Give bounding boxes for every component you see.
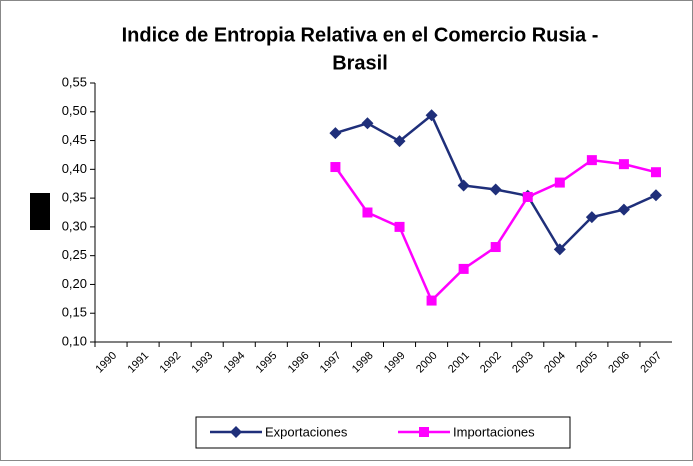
y-tick-label: 0,50 [62, 103, 87, 118]
chart-title: Brasil [332, 52, 388, 74]
diamond-marker [361, 117, 374, 130]
square-marker [458, 263, 469, 274]
square-marker [650, 167, 661, 178]
diamond-marker [393, 135, 406, 148]
square-marker [426, 295, 437, 306]
legend-marker [230, 426, 242, 438]
diamond-marker [553, 243, 566, 256]
diamond-marker [329, 127, 342, 140]
diamond-marker [617, 203, 630, 216]
y-tick-label: 0,30 [62, 218, 87, 233]
redacted-axis-label [30, 193, 50, 230]
y-tick-label: 0,25 [62, 247, 87, 262]
y-tick-label: 0,35 [62, 190, 87, 205]
diamond-marker [649, 189, 662, 202]
square-marker [330, 162, 341, 173]
square-marker [618, 159, 629, 170]
legend-marker [419, 427, 429, 437]
diamond-marker [585, 211, 598, 224]
legend-label: Importaciones [453, 424, 535, 439]
square-marker [554, 177, 565, 188]
y-tick-label: 0,40 [62, 161, 87, 176]
square-marker [522, 191, 533, 202]
diamond-marker [489, 183, 502, 196]
square-marker [394, 221, 405, 232]
y-tick-label: 0,55 [62, 74, 87, 89]
y-tick-label: 0,10 [62, 333, 87, 348]
y-tick-label: 0,20 [62, 276, 87, 291]
chart-title: Indice de Entropia Relativa en el Comerc… [122, 24, 599, 46]
square-marker [362, 207, 373, 218]
y-tick-label: 0,45 [62, 132, 87, 147]
diamond-marker [457, 179, 470, 192]
square-marker [586, 155, 597, 166]
square-marker [490, 242, 501, 253]
legend-label: Exportaciones [265, 424, 348, 439]
y-tick-label: 0,15 [62, 305, 87, 320]
diamond-marker [425, 109, 438, 122]
